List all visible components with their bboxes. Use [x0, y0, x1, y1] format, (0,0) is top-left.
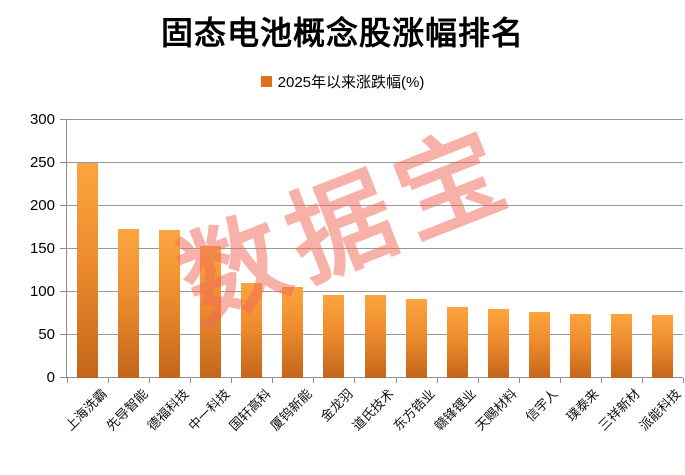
- x-axis-label: 三祥新材: [596, 386, 644, 435]
- x-axis-label: 厦钨新能: [267, 386, 316, 435]
- x-axis-tick: [313, 378, 314, 383]
- x-axis-tick: [231, 378, 232, 383]
- x-axis-tick: [683, 378, 684, 383]
- bar: [159, 230, 181, 378]
- bar: [323, 294, 345, 378]
- x-axis-tick: [108, 378, 109, 383]
- x-axis-tick: [519, 378, 520, 383]
- x-axis-label: 中一科技: [185, 386, 234, 435]
- bar: [528, 311, 550, 378]
- x-axis-tick: [272, 378, 273, 383]
- bar: [77, 163, 99, 378]
- bar: [569, 313, 591, 378]
- y-axis-tick: [60, 334, 67, 335]
- y-axis-tick: [60, 205, 67, 206]
- x-axis-tick: [437, 378, 438, 383]
- y-axis-label: 150: [29, 240, 55, 257]
- y-axis-tick: [60, 248, 67, 249]
- legend-marker-swatch: [260, 75, 272, 87]
- y-axis-tick: [60, 377, 67, 378]
- y-axis-label: 300: [29, 111, 55, 128]
- x-axis-label: 国轩高科: [226, 386, 275, 435]
- bar: [487, 309, 509, 378]
- bar: [118, 229, 140, 378]
- bar: [446, 306, 468, 378]
- x-axis-label: 东方锆业: [391, 386, 439, 435]
- bar: [610, 314, 632, 378]
- y-axis-label: 100: [29, 283, 55, 300]
- x-axis-tick: [67, 378, 68, 383]
- x-axis-tick: [642, 378, 643, 383]
- x-axis-label: 赣锋锂业: [432, 386, 480, 435]
- x-axis-tick: [478, 378, 479, 383]
- chart-title: 固态电池概念股涨幅排名: [160, 14, 524, 52]
- x-axis-label: 道氏技术: [350, 386, 398, 435]
- y-axis-tick: [60, 162, 67, 163]
- gridline: [67, 291, 683, 292]
- gridline: [67, 205, 683, 206]
- x-axis-label: 德福科技: [144, 386, 193, 435]
- legend: 2025年以来涨跌幅(%): [0, 72, 685, 91]
- gridline: [67, 162, 683, 163]
- x-axis-tick: [354, 378, 355, 383]
- x-axis-tick: [396, 378, 397, 383]
- legend-label: 2025年以来涨跌幅(%): [277, 73, 425, 91]
- bar: [405, 298, 427, 378]
- x-axis-tick: [601, 378, 602, 383]
- bar: [282, 286, 304, 378]
- bar: [241, 283, 263, 378]
- y-axis-label: 250: [29, 154, 55, 171]
- x-axis-tick: [190, 378, 191, 383]
- x-axis-label: 先导智能: [103, 386, 152, 435]
- gridline: [67, 248, 683, 249]
- x-axis-tick: [560, 378, 561, 383]
- x-axis-label: 上海洗霸: [62, 386, 110, 435]
- y-axis-line: [66, 120, 67, 378]
- x-axis-label: 派能科技: [637, 386, 685, 435]
- x-axis-label: 天赐材料: [473, 386, 521, 435]
- x-axis-tick: [149, 378, 150, 383]
- bar: [651, 315, 673, 378]
- bar: [200, 246, 222, 378]
- y-axis-label: 0: [46, 369, 55, 386]
- y-axis-label: 200: [29, 197, 55, 214]
- x-axis-label: 信宇人: [523, 386, 562, 426]
- bar: [364, 295, 386, 378]
- gridline: [67, 119, 683, 120]
- y-axis-tick: [60, 119, 67, 120]
- y-axis-label: 50: [38, 326, 55, 343]
- y-axis-tick: [60, 291, 67, 292]
